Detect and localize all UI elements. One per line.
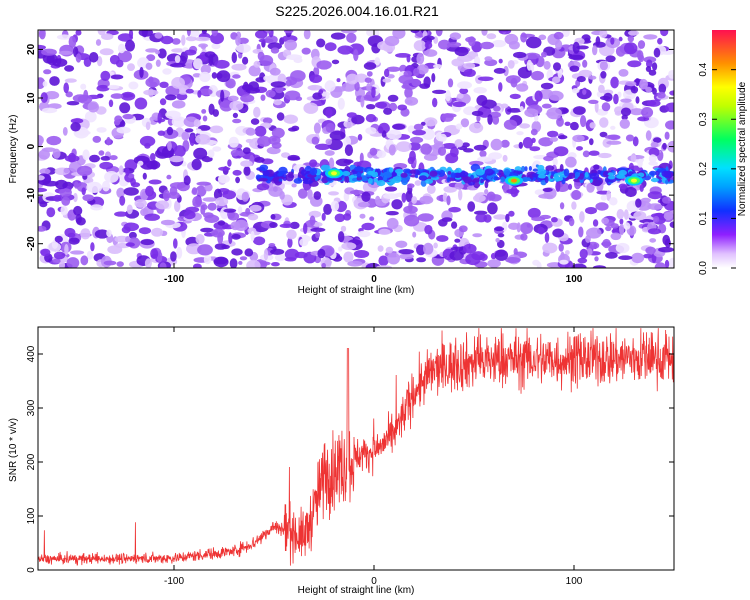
- spectrogram-y-label: Frequency (Hz): [8, 115, 19, 184]
- snr-y-label: SNR (10 * v/v): [8, 418, 19, 482]
- colorbar-tick-label: 0.1: [698, 211, 709, 225]
- colorbar-tick-label: 0.0: [698, 261, 709, 275]
- spectrogram-y-axis: 20 10 0 -10 -20: [26, 43, 674, 251]
- spectrogram-x-label: Height of straight line (km): [298, 285, 415, 296]
- colorbar: 0.0 0.1 0.2 0.3 0.4 Normalized spectral ampl…: [698, 30, 748, 275]
- snr-x-label: Height of straight line (km): [298, 585, 415, 596]
- spectrogram-x-tick-label: -100: [164, 274, 184, 285]
- snr-x-tick-label: 100: [566, 576, 583, 587]
- snr-y-axis: 0 100 200 300 400: [26, 345, 674, 573]
- spectrogram-x-axis: -100 0 100: [164, 30, 583, 285]
- snr-panel: -100 0 100 0 100 200 300 400 Height of straigh…: [8, 326, 675, 596]
- snr-y-tick-label: 400: [26, 345, 37, 362]
- snr-y-tick-label: 300: [26, 399, 37, 416]
- colorbar-tick-label: 0.3: [698, 112, 709, 126]
- spectrogram-frame: [37, 29, 675, 269]
- spectrogram-y-tick-label: 0: [26, 143, 37, 149]
- spectrogram-peak-center: [631, 178, 637, 183]
- colorbar-tick-label: 0.2: [698, 161, 709, 175]
- spectrogram-y-tick-label: -20: [26, 236, 37, 251]
- snr-frame: [37, 326, 675, 571]
- spectrogram-peak-center: [511, 178, 517, 183]
- snr-y-tick-label: 100: [26, 507, 37, 524]
- colorbar-label: Normalized spectral amplitude: [737, 81, 748, 216]
- colorbar-tick-label: 0.4: [698, 62, 709, 76]
- spectrogram-y-tick-label: 20: [26, 43, 37, 55]
- colorbar-ticks: 0.0 0.1 0.2 0.3 0.4: [698, 62, 736, 275]
- spectrogram-x-tick-label: 0: [371, 274, 377, 285]
- snr-y-tick-label: 200: [26, 453, 37, 470]
- spectrogram-peak-center: [331, 171, 337, 176]
- spectrogram-x-tick-label: 100: [566, 274, 583, 285]
- spectrogram-y-tick-label: 10: [26, 92, 37, 104]
- snr-x-tick-label: -100: [164, 576, 184, 587]
- snr-x-axis: -100 0 100: [164, 327, 583, 587]
- spectrogram-image: [38, 30, 674, 268]
- colorbar-gradient: [712, 30, 736, 268]
- spectrogram-y-tick-label: -10: [26, 187, 37, 202]
- snr-series-line: [38, 328, 674, 566]
- snr-y-tick-label: 0: [26, 567, 37, 573]
- snr-x-tick-label: 0: [371, 576, 377, 587]
- figure-title: S225.2026.004.16.01.R21: [275, 3, 439, 19]
